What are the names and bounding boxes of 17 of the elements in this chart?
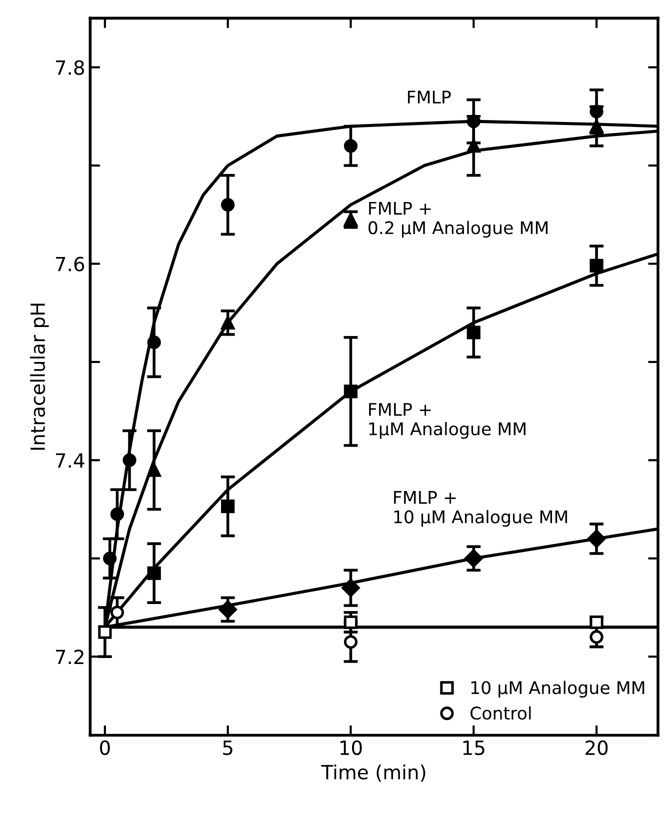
series-label: FMLP + 10 µM Analogue MM	[394, 491, 567, 527]
legend-label: 10 µM Analogue MM	[471, 680, 644, 698]
series-label: FMLP + 1µM Analogue MM	[369, 403, 526, 439]
y-tick-label: 7.4	[56, 453, 84, 468]
series-label: FMLP + 0.2 µM Analogue MM	[368, 202, 548, 238]
legend-label: Control	[470, 706, 531, 720]
x-tick-label: 15	[463, 740, 484, 756]
x-tick-label: 5	[223, 740, 232, 756]
y-axis-title: Intracellular pH	[30, 304, 49, 450]
y-tick-label: 7.8	[56, 60, 84, 75]
y-tick-label: 7.6	[56, 256, 84, 272]
y-tick-label: 7.2	[56, 650, 84, 664]
x-tick-label: 0	[100, 740, 110, 756]
x-tick-label: 10	[340, 740, 362, 756]
x-tick-label: 20	[586, 740, 608, 756]
series-label: FMLP	[408, 90, 451, 104]
x-axis-title: Time (min)	[321, 764, 426, 782]
